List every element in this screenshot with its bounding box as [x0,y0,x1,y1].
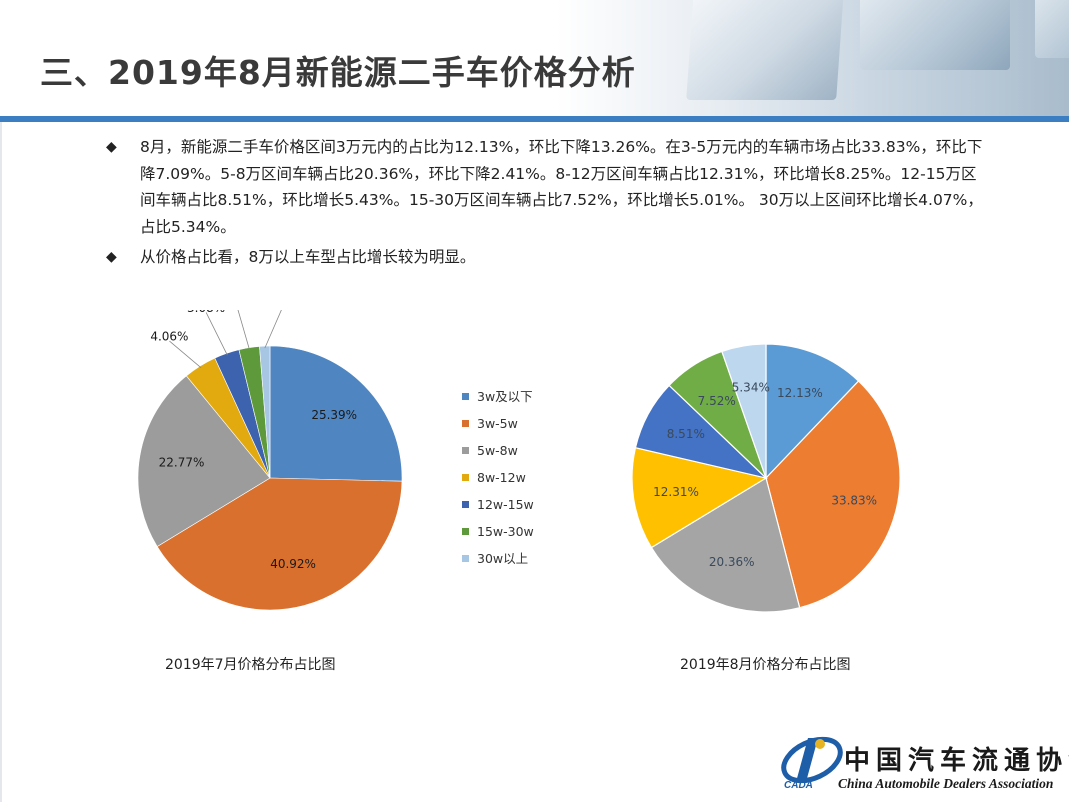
legend-swatch [462,555,469,562]
logo-abbreviation: CADA [784,780,813,791]
bullet-text: 8月，新能源二手车价格区间3万元内的占比为12.13%，环比下降13.26%。在… [140,138,983,236]
banner-cube-image [1035,0,1069,58]
pie-data-label: 3.08% [187,310,225,315]
cada-emblem-icon [781,736,843,784]
pie-data-label: 7.52% [698,394,736,408]
left-edge-line [0,122,2,802]
pie-slice [765,343,860,480]
bullet-list: ◆ 8月，新能源二手车价格区间3万元内的占比为12.13%，环比下降13.26%… [106,134,986,271]
pie-chart-july: 25.39%40.92%22.77%4.06%3.08%2.51%1.27% [137,310,403,611]
pie-data-label: 2.51% [219,310,257,312]
bullet-item: ◆ 从价格占比看，8万以上车型占比增长较为明显。 [106,244,986,271]
pie-leader-line [264,310,282,349]
banner-cube-image [686,0,844,100]
legend-label: 5w-8w [477,443,518,458]
pie-data-label: 12.13% [777,386,823,400]
legend-label: 30w以上 [477,551,529,566]
pie-slice [765,380,901,609]
legend-label: 3w-5w [477,416,518,431]
pie-data-label: 12.31% [653,485,699,499]
pie-data-label: 8.51% [667,427,705,441]
pie-slice [269,345,403,482]
pie-data-label: 22.77% [159,455,205,469]
cada-logo: CADA 中国汽车流通协会 China Automobile Dealers A… [778,730,1069,802]
chart-caption-july: 2019年7月价格分布占比图 [165,657,336,673]
pie-slice [259,345,271,479]
legend-swatch [462,393,469,400]
bullet-text: 从价格占比看，8万以上车型占比增长较为明显。 [140,248,476,266]
pie-data-label: 5.34% [732,381,770,395]
legend-swatch [462,474,469,481]
pie-slice [631,446,768,549]
banner-divider [0,116,1069,122]
pie-data-label: 33.83% [831,493,877,507]
logo-chinese-name: 中国汽车流通协会 [844,746,1069,776]
legend-swatch [462,501,469,508]
legend-label: 12w-15w [477,497,534,512]
pie-data-label: 25.39% [311,408,357,422]
pie-slice [156,477,403,611]
diamond-bullet-icon: ◆ [106,139,117,155]
legend-label: 15w-30w [477,524,534,539]
header-banner: 三、2019年8月新能源二手车价格分析 [0,0,1069,122]
pie-slice [650,477,801,613]
legend-swatch [462,420,469,427]
bullet-item: ◆ 8月，新能源二手车价格区间3万元内的占比为12.13%，环比下降13.26%… [106,134,986,240]
chart-caption-august: 2019年8月价格分布占比图 [680,657,851,673]
pie-leader-line [237,310,250,350]
legend-label: 8w-12w [477,470,526,485]
legend-label: 3w及以下 [477,389,533,404]
pie-slice [137,375,271,547]
legend-swatch [462,528,469,535]
page-title: 三、2019年8月新能源二手车价格分析 [40,53,636,92]
pie-slice [721,343,767,479]
pie-leader-line [169,340,202,369]
pie-data-label: 40.92% [270,557,316,571]
logo-english-name: China Automobile Dealers Association [838,776,1054,791]
legend-swatch [462,447,469,454]
pie-leader-line [205,312,228,356]
pie-data-label: 4.06% [150,330,188,344]
diamond-bullet-icon: ◆ [106,249,117,265]
banner-cube-image [860,0,1010,70]
pie-chart-august: 12.13% 33.83% 20.36% 12.31% 8.51% 7.52%5.34% [631,343,901,613]
pie-data-label: 20.36% [709,555,755,569]
